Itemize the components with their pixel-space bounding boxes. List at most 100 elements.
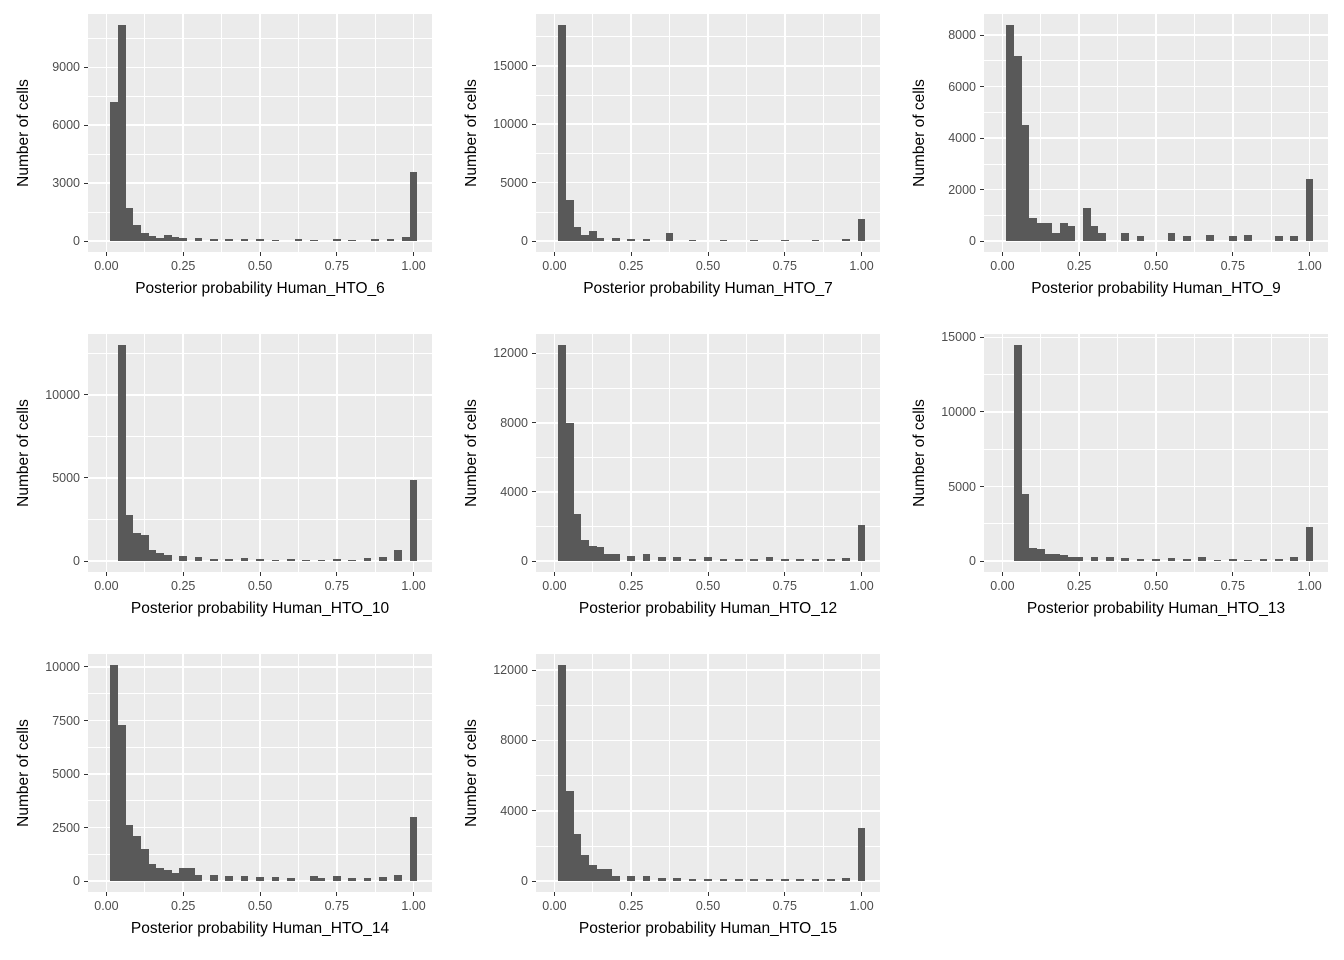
histogram-bar (1098, 233, 1107, 242)
y-tick-mark (84, 66, 88, 68)
histogram-bar (857, 524, 866, 562)
x-tick-mark (1309, 572, 1311, 576)
x-tick-mark (336, 892, 338, 896)
y-tick-label: 0 (521, 874, 528, 889)
x-major-gridline (860, 14, 863, 252)
x-minor-gridline (144, 14, 146, 252)
histogram-bar (719, 239, 728, 242)
histogram-bar (596, 868, 605, 882)
x-tick-label: 0.50 (695, 259, 721, 273)
histogram-bar (811, 879, 820, 882)
histogram-bar (164, 870, 172, 882)
x-tick-mark (105, 572, 107, 576)
x-major-gridline (182, 654, 184, 892)
y-axis-title: Number of cells (15, 399, 32, 507)
histogram-bar (1006, 24, 1014, 242)
x-tick-label: 0.50 (247, 579, 273, 593)
histogram-bar (379, 557, 387, 562)
histogram-bar (1213, 559, 1222, 562)
x-major-gridline (335, 654, 338, 892)
x-tick-label: 1.00 (1297, 259, 1322, 273)
y-major-gridline (536, 810, 880, 812)
histogram-bar (164, 554, 172, 562)
histogram-bar (1182, 236, 1191, 242)
histogram-bar (148, 864, 157, 882)
x-major-gridline (335, 334, 338, 572)
histogram-bar (402, 237, 410, 242)
histogram-bar (565, 422, 574, 562)
histogram-bar (581, 540, 589, 562)
x-tick-mark (182, 252, 184, 256)
histogram-bar (627, 875, 636, 882)
y-tick-mark (980, 189, 984, 191)
histogram-bar (765, 556, 774, 562)
histogram-bar (179, 868, 188, 882)
histogram-bar (1075, 556, 1084, 562)
x-minor-gridline (822, 334, 824, 572)
histogram-bar (811, 558, 820, 562)
histogram-bar (765, 879, 774, 882)
histogram-bar (409, 479, 418, 562)
histogram-bar (588, 230, 597, 242)
histogram-bar (409, 816, 418, 882)
x-tick-label: 0.75 (324, 899, 349, 913)
histogram-bar (642, 239, 651, 242)
histogram-bar (332, 558, 341, 562)
x-major-gridline (553, 654, 556, 892)
histogram-bar (171, 237, 180, 242)
y-tick-label: 0 (521, 234, 528, 249)
y-axis-title: Number of cells (463, 399, 480, 507)
y-tick-mark (532, 65, 536, 67)
x-tick-label: 0.00 (94, 899, 119, 913)
y-tick-mark (980, 560, 984, 562)
y-tick-label: 15000 (941, 330, 976, 345)
x-tick-mark (861, 892, 863, 896)
histogram-bar (1036, 223, 1045, 242)
y-axis-title: Number of cells (911, 399, 928, 507)
histogram-bar (1036, 549, 1045, 562)
histogram-bar (1259, 558, 1268, 562)
y-tick-label: 10000 (941, 404, 976, 419)
histogram-bar (688, 239, 697, 242)
histogram-bar (1244, 559, 1252, 562)
y-major-gridline (984, 85, 1328, 88)
x-minor-gridline (221, 334, 222, 572)
x-minor-gridline (745, 334, 747, 572)
x-minor-gridline (745, 654, 747, 892)
y-tick-mark (84, 720, 88, 722)
y-tick-label: 15000 (493, 58, 528, 73)
y-tick-label: 4000 (500, 803, 528, 818)
x-minor-gridline (297, 14, 299, 252)
histogram-bar (642, 875, 651, 882)
histogram-bar (1029, 547, 1037, 562)
x-tick-label: 0.50 (247, 259, 273, 273)
histogram-bar (309, 239, 318, 242)
histogram-bar (156, 238, 164, 242)
x-major-gridline (105, 334, 108, 572)
x-tick-label: 0.50 (1143, 259, 1169, 273)
histogram-bar (688, 558, 697, 562)
histogram-bar (1067, 225, 1076, 242)
x-tick-mark (707, 572, 709, 576)
y-tick-label: 6000 (52, 118, 80, 133)
y-tick-label: 0 (73, 554, 80, 569)
y-tick-label: 0 (73, 234, 80, 249)
histogram-bar (573, 514, 582, 562)
x-tick-label: 0.25 (171, 579, 196, 593)
x-major-gridline (860, 334, 863, 572)
x-minor-gridline (1040, 14, 1042, 252)
x-tick-mark (1232, 252, 1234, 256)
y-tick-label: 5000 (52, 470, 80, 485)
x-major-gridline (259, 14, 261, 252)
y-axis-title: Number of cells (463, 79, 480, 187)
histogram-bar (1290, 557, 1299, 562)
y-axis-title: Number of cells (15, 79, 32, 187)
x-tick-mark (413, 892, 415, 896)
histogram-bar (394, 549, 403, 562)
histogram-bar (796, 559, 804, 562)
x-tick-mark (707, 252, 709, 256)
x-major-gridline (412, 334, 415, 572)
histogram-bar (588, 865, 597, 882)
histogram-bar (842, 877, 851, 882)
x-tick-mark (259, 572, 261, 576)
